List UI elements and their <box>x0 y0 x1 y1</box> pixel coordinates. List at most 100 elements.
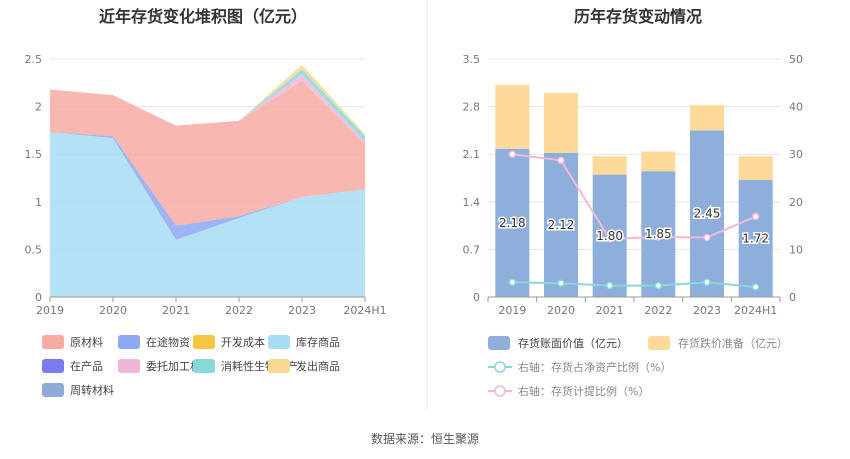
right-y-right-tick-label: 40 <box>789 101 803 114</box>
line-point <box>751 212 760 221</box>
line-point <box>508 150 517 158</box>
bar-value-label: 2.12 <box>548 218 575 232</box>
legend-label: 周转材料 <box>70 383 114 397</box>
legend-label: 库存商品 <box>296 335 340 349</box>
inventory-stack-chart: 近年存货变化堆积图（亿元） 0 0.5 1 1.5 2 2.5 2019 2020 2021 2… <box>25 7 387 397</box>
bar-provision <box>544 93 578 153</box>
line-point <box>654 281 663 290</box>
bar-provision <box>690 105 724 131</box>
legend-item-存货跌价准备（亿元）[interactable]: 存货跌价准备（亿元） <box>648 336 788 350</box>
legend-swatch <box>488 336 510 350</box>
legend-swatch <box>42 383 64 397</box>
line-point <box>508 278 517 286</box>
left-y-tick-label: 2 <box>35 101 42 114</box>
bar-book-value <box>690 130 724 297</box>
legend-label: 开发成本 <box>221 335 265 349</box>
bar-provision <box>592 156 627 175</box>
bar-book-value <box>495 148 530 297</box>
left-y-tick-label: 1 <box>35 196 42 209</box>
inventory-change-chart: 历年存货变动情况 0 0.7 1.4 2.1 2.8 3.5 0 10 20 30 40 50 2.1… <box>463 7 804 398</box>
right-chart-title: 历年存货变动情况 <box>574 7 702 26</box>
right-y-left-tick-label: 3.5 <box>463 53 481 66</box>
line-point <box>557 156 565 165</box>
legend-swatch <box>118 335 140 349</box>
left-x-tick-label: 2023 <box>288 304 316 317</box>
line-point <box>703 278 711 286</box>
bar-provision <box>738 156 773 181</box>
line-inventory-net-assets-ratio <box>512 281 756 288</box>
legend-swatch <box>268 359 290 373</box>
bar-book-value <box>738 180 773 297</box>
right-x-tick-label: 2019 <box>498 304 526 317</box>
bar-value-label: 1.85 <box>645 227 672 241</box>
legend-label: 原材料 <box>70 335 103 349</box>
right-y-left-tick-label: 0.7 <box>463 243 481 256</box>
right-x-tick-label: 2021 <box>596 304 624 317</box>
legend-item-原材料[interactable]: 原材料 <box>42 335 103 349</box>
legend-marker <box>494 361 506 373</box>
legend-label: 右轴：存货占净资产比例（%） <box>518 360 671 374</box>
legend-label: 存货跌价准备（亿元） <box>678 336 788 350</box>
right-y-left-tick-label: 0 <box>473 291 480 304</box>
area-在途物资 <box>50 132 365 240</box>
left-y-tick-label: 1.5 <box>25 148 43 161</box>
area-库存商品 <box>50 132 365 297</box>
legend-label: 发出商品 <box>296 359 340 373</box>
left-x-tick-label: 2022 <box>225 304 253 317</box>
left-y-tick-label: 0 <box>35 291 42 304</box>
legend-swatch <box>193 359 215 373</box>
legend-item-存货账面价值（亿元）[interactable]: 存货账面价值（亿元） <box>488 336 628 350</box>
right-y-right-tick-label: 30 <box>789 148 803 161</box>
bar-value-label: 1.72 <box>742 232 769 246</box>
left-x-tick-label: 2024H1 <box>343 304 386 317</box>
legend-item-开发成本[interactable]: 开发成本 <box>193 335 265 349</box>
left-y-tick-label: 0.5 <box>25 243 43 256</box>
legend-item-发出商品[interactable]: 发出商品 <box>268 359 340 373</box>
area-原材料 <box>50 80 365 226</box>
left-x-tick-label: 2020 <box>99 304 127 317</box>
line-point <box>654 233 663 241</box>
line-provision-ratio <box>512 153 757 240</box>
legend-item-在途物资[interactable]: 在途物资 <box>118 335 190 349</box>
right-y-left-tick-label: 2.8 <box>463 101 481 114</box>
bar-value-label: 2.18 <box>499 216 526 230</box>
bar-provision <box>495 84 530 149</box>
right-x-tick-label: 2023 <box>693 304 721 317</box>
right-x-tick-label: 2024H1 <box>734 304 777 317</box>
legend-item-库存商品[interactable]: 库存商品 <box>268 335 340 349</box>
data-source: 数据来源：恒生聚源 <box>371 431 479 446</box>
line-point <box>751 283 760 291</box>
left-y-tick-label: 2.5 <box>25 53 43 66</box>
legend-item-右轴：存货计提比例（%）[interactable]: 右轴：存货计提比例（%） <box>488 384 649 398</box>
line-point <box>605 281 614 290</box>
right-y-right-tick-label: 20 <box>789 196 803 209</box>
right-x-tick-label: 2020 <box>547 304 575 317</box>
legend-item-周转材料[interactable]: 周转材料 <box>42 383 114 397</box>
legend-marker <box>494 385 506 397</box>
bar-value-label: 2.45 <box>694 207 721 221</box>
legend-label: 在产品 <box>70 359 103 373</box>
legend-swatch <box>193 335 215 349</box>
right-y-right-tick-label: 10 <box>789 243 803 256</box>
right-y-left-tick-label: 2.1 <box>463 148 481 161</box>
legend-swatch <box>648 336 670 350</box>
legend-swatch <box>42 335 64 349</box>
bar-provision <box>641 151 676 172</box>
left-chart-title: 近年存货变化堆积图（亿元） <box>99 7 307 26</box>
legend-label: 右轴：存货计提比例（%） <box>518 384 649 398</box>
legend-swatch <box>268 335 290 349</box>
left-x-tick-label: 2019 <box>36 304 64 317</box>
legend-item-右轴：存货占净资产比例（%）[interactable]: 右轴：存货占净资产比例（%） <box>488 360 671 374</box>
legend-item-在产品[interactable]: 在产品 <box>42 359 103 373</box>
right-y-right-tick-label: 50 <box>789 53 803 66</box>
legend-label: 在途物资 <box>146 335 190 349</box>
right-x-tick-label: 2022 <box>644 304 672 317</box>
bar-value-label: 1.80 <box>596 229 623 243</box>
right-y-left-tick-label: 1.4 <box>463 196 481 209</box>
line-point <box>605 235 614 243</box>
left-x-tick-label: 2021 <box>162 304 190 317</box>
legend-swatch <box>118 359 140 373</box>
line-point <box>557 279 565 287</box>
line-point <box>703 233 711 242</box>
